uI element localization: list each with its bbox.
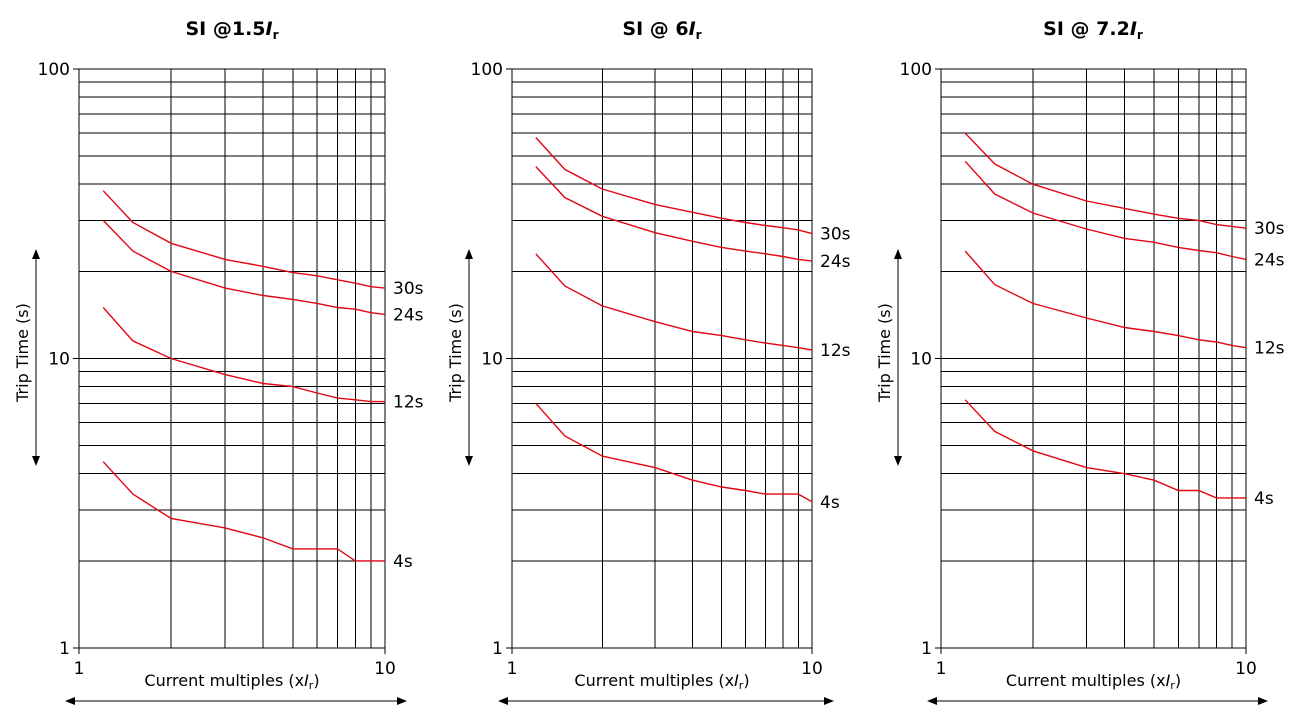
curve-label-24s: 24s xyxy=(820,252,851,272)
chart-title: SI @ 6Ir xyxy=(622,18,701,42)
x-tick-label: 1 xyxy=(507,659,518,679)
chart-panel-1: 1 10 100 1 10 SI @1.5Ir Trip Time (s) Current m… xyxy=(13,18,424,705)
y-arrow-head-up xyxy=(32,249,40,259)
curve-label-4s: 4s xyxy=(1254,489,1274,509)
x-arrow-head-left xyxy=(65,697,75,705)
y-axis-label: Trip Time (s) xyxy=(446,303,465,403)
curve-12s xyxy=(964,250,1247,349)
chart-title: SI @1.5Ir xyxy=(185,18,278,42)
curve-30s xyxy=(964,132,1247,229)
y-axis-label: Trip Time (s) xyxy=(13,303,32,403)
y-tick-label: 1 xyxy=(921,639,932,659)
x-tick-label: 1 xyxy=(936,659,947,679)
y-tick-label: 1 xyxy=(492,639,503,659)
y-tick-label: 10 xyxy=(481,350,503,370)
y-arrow-head-up xyxy=(894,249,902,259)
curve-label-12s: 12s xyxy=(820,341,851,361)
y-arrow-head-down xyxy=(465,456,473,466)
chart-panel-2: 1 10 100 1 10 SI @ 6Ir Trip Time (s) Current mu… xyxy=(446,18,851,705)
curve-label-4s: 4s xyxy=(820,493,840,513)
curve-label-24s: 24s xyxy=(1254,250,1285,270)
curve-label-30s: 30s xyxy=(393,279,424,299)
chart-title: SI @ 7.2Ir xyxy=(1043,18,1143,42)
y-tick-label: 100 xyxy=(900,60,932,80)
y-tick-label: 100 xyxy=(471,60,503,80)
y-arrow-head-up xyxy=(465,249,473,259)
curve-label-12s: 12s xyxy=(393,393,424,413)
curve-label-30s: 30s xyxy=(1254,219,1285,239)
x-tick-label: 10 xyxy=(374,659,396,679)
curve-label-12s: 12s xyxy=(1254,339,1285,359)
curve-label-4s: 4s xyxy=(393,552,413,572)
curve-12s xyxy=(102,307,385,403)
x-arrow-head-right xyxy=(1258,697,1268,705)
y-tick-label: 10 xyxy=(48,350,70,370)
curve-30s xyxy=(102,190,386,289)
x-axis-label: Current multiples (xIr) xyxy=(144,671,319,692)
curve-4s xyxy=(964,399,1246,499)
curve-24s xyxy=(535,166,813,262)
x-arrow-head-right xyxy=(397,697,407,705)
y-axis-label: Trip Time (s) xyxy=(875,303,894,403)
curve-30s xyxy=(535,137,813,235)
x-tick-label: 10 xyxy=(1235,659,1257,679)
y-arrow-head-down xyxy=(894,456,902,466)
x-arrow-head-right xyxy=(824,697,834,705)
curve-4s xyxy=(102,461,385,562)
grid xyxy=(79,69,385,648)
y-tick-label: 1 xyxy=(59,639,70,659)
curve-label-30s: 30s xyxy=(820,225,851,245)
chart-panel-3: 1 10 100 1 10 SI @ 7.2Ir Trip Time (s) Current … xyxy=(875,18,1285,705)
x-arrow-head-left xyxy=(927,697,937,705)
curve-4s xyxy=(535,402,813,503)
curve-12s xyxy=(535,253,813,351)
grid xyxy=(941,69,1246,648)
curve-label-24s: 24s xyxy=(393,305,424,325)
x-tick-label: 10 xyxy=(801,659,823,679)
curve-24s xyxy=(102,219,386,316)
x-tick-label: 1 xyxy=(74,659,85,679)
x-arrow-head-left xyxy=(498,697,508,705)
x-axis-label: Current multiples (xIr) xyxy=(1006,671,1181,692)
y-tick-label: 10 xyxy=(910,350,932,370)
y-arrow-head-down xyxy=(32,456,40,466)
x-axis-label: Current multiples (xIr) xyxy=(574,671,749,692)
curve-24s xyxy=(964,160,1247,261)
grid xyxy=(512,69,812,648)
y-tick-label: 100 xyxy=(38,60,70,80)
